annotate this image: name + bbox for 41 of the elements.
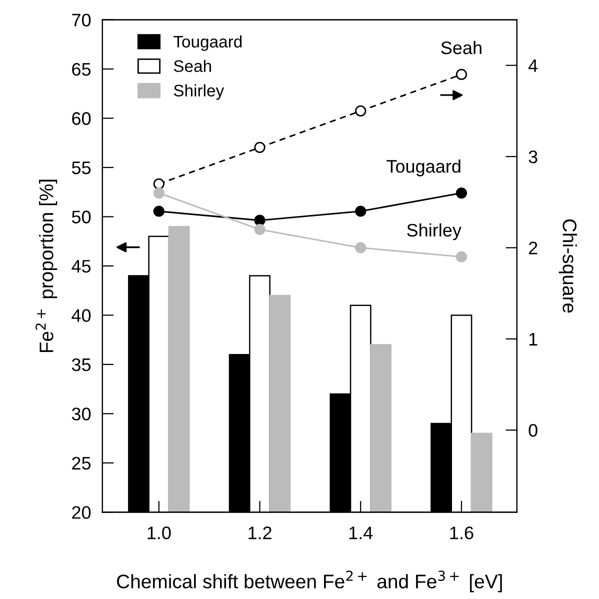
y-tick-label: 70	[72, 14, 91, 26]
y-tick-label: 25	[72, 456, 91, 470]
y-tick-label: 40	[72, 309, 91, 322]
point	[456, 251, 468, 262]
legend-label: Tougaard	[174, 35, 242, 51]
point	[254, 142, 266, 153]
y2-tick-label: 0	[528, 424, 538, 437]
y-tick-label: 20	[72, 506, 91, 519]
series-label: Shirley	[407, 223, 462, 240]
point	[153, 178, 164, 190]
point	[355, 105, 366, 117]
y-tick-label: 45	[72, 260, 91, 273]
legend-label: Seah	[174, 60, 211, 72]
y-tick-label: 55	[72, 162, 91, 174]
y-axis-title: Fe$^{2+}$ proportion [%]	[36, 180, 58, 352]
y2-axis-title: Chi-square	[558, 219, 577, 313]
x-tick-label: 1.6	[450, 526, 474, 540]
legend-label: Shirley	[174, 84, 224, 100]
y-tick-label: 35	[72, 358, 91, 372]
point	[254, 214, 266, 226]
y2-tick-label: 3	[528, 150, 538, 164]
y-tick-label: 30	[72, 408, 91, 420]
y2-tick-label: 2	[528, 242, 538, 254]
x-tick-label: 1.2	[248, 526, 272, 540]
point	[355, 206, 366, 217]
y2-tick-label: 4	[528, 59, 538, 72]
point	[254, 224, 266, 236]
x-tick-label: 1.4	[349, 526, 373, 540]
point	[456, 187, 468, 199]
series-label: Seah	[441, 40, 482, 54]
x-axis-title: Chemical shift between Fe$^{2+}$ and Fe$^{3+}$ [eV]	[117, 570, 502, 592]
series-label: Tougaard	[386, 160, 460, 176]
point	[153, 187, 164, 199]
y2-tick-label: 1	[529, 333, 538, 346]
y-tick-label: 50	[72, 210, 91, 224]
x-tick-label: 1.0	[148, 526, 171, 540]
point	[355, 242, 366, 254]
point	[153, 206, 164, 217]
y-tick-label: 65	[72, 62, 91, 76]
y-tick-label: 60	[72, 112, 91, 125]
point	[456, 68, 468, 80]
